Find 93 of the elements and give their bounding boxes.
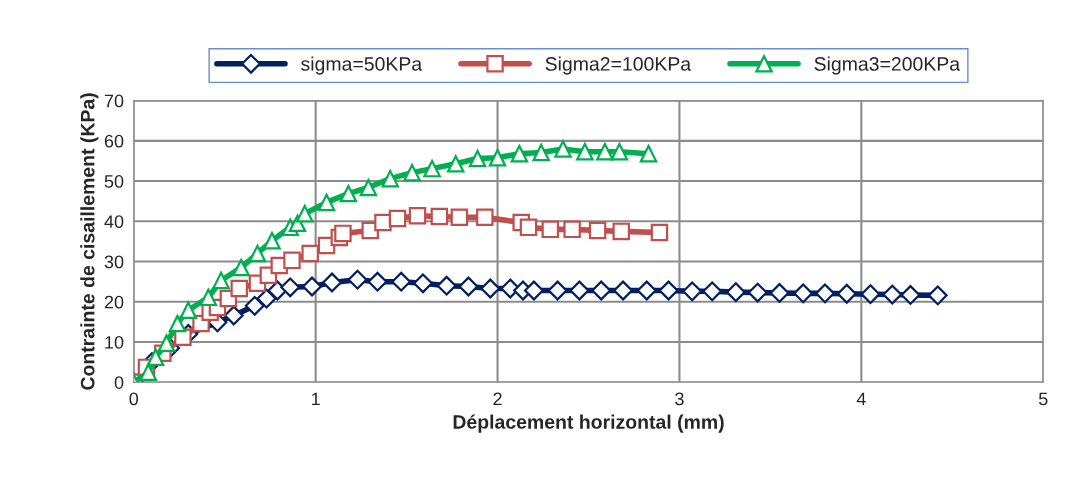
point: [576, 142, 594, 161]
point: [488, 148, 507, 167]
x-tick-label: 0: [129, 392, 139, 406]
point: [430, 207, 449, 226]
point: [301, 244, 319, 263]
point: [769, 283, 790, 303]
point: [682, 281, 703, 302]
y-tick-label: 40: [104, 215, 124, 229]
point: [256, 288, 277, 309]
y-tick-label: 20: [104, 295, 124, 309]
point: [359, 178, 378, 197]
point: [302, 276, 322, 297]
point: [569, 280, 590, 301]
point: [510, 144, 529, 163]
point: [636, 280, 657, 301]
point: [468, 149, 487, 168]
point: [230, 279, 248, 298]
point: [436, 275, 457, 296]
point: [596, 142, 614, 161]
point: [212, 271, 230, 290]
y-axis-title: Contrainte de cisaillement (KPa): [80, 93, 99, 390]
point: [146, 348, 165, 367]
y-tick-label: 0: [114, 376, 124, 389]
point: [347, 269, 368, 290]
point: [554, 140, 572, 158]
y-tick-label: 70: [104, 94, 124, 108]
point: [541, 220, 560, 239]
point: [747, 282, 768, 303]
point: [339, 184, 358, 203]
x-tick-label: 2: [493, 392, 502, 406]
point: [547, 280, 568, 301]
point: [702, 281, 723, 302]
point: [650, 223, 669, 242]
point: [476, 208, 494, 227]
point: [413, 273, 433, 294]
point: [423, 159, 441, 178]
point: [157, 334, 176, 352]
point: [500, 278, 521, 299]
y-tick-label: 30: [104, 255, 124, 269]
point: [168, 314, 187, 333]
point: [793, 283, 814, 304]
legend-label: Sigma3=200KPa: [814, 56, 961, 75]
point: [563, 220, 581, 239]
legend-label: sigma=50KPa: [301, 56, 423, 75]
x-tick-label: 3: [675, 392, 684, 406]
x-tick-label: 5: [1038, 392, 1048, 406]
point: [927, 285, 948, 306]
point: [458, 276, 479, 297]
point: [403, 163, 421, 182]
point: [532, 143, 550, 162]
y-tick-label: 10: [105, 335, 124, 349]
point: [610, 142, 629, 161]
y-tick-label: 50: [104, 175, 124, 188]
point: [725, 282, 746, 303]
y-tick-label: 60: [104, 134, 124, 148]
point: [232, 258, 250, 277]
point: [519, 218, 538, 237]
point: [860, 284, 881, 305]
point: [900, 285, 921, 305]
point: [280, 277, 301, 298]
point: [199, 288, 218, 307]
point: [588, 221, 607, 240]
point: [391, 271, 412, 292]
point: [658, 280, 679, 301]
point: [612, 222, 630, 241]
point: [139, 363, 158, 381]
point: [295, 204, 314, 223]
point: [882, 284, 903, 305]
point: [639, 144, 658, 163]
x-axis-title: Déplacement horizontal (mm): [453, 414, 724, 433]
point: [388, 209, 407, 228]
x-tick-label: 4: [856, 392, 866, 406]
point: [446, 155, 465, 173]
point: [334, 224, 352, 243]
point: [381, 169, 399, 188]
point: [322, 272, 342, 293]
point: [317, 193, 336, 212]
point: [244, 295, 265, 316]
point: [283, 251, 301, 270]
point: [367, 271, 388, 292]
point: [179, 301, 198, 319]
point: [836, 283, 857, 304]
point: [450, 208, 469, 227]
point: [223, 305, 244, 326]
point: [815, 283, 835, 304]
legend-label: Sigma2=100KPa: [545, 56, 692, 75]
point: [263, 231, 281, 250]
point: [591, 280, 612, 301]
point: [408, 206, 427, 225]
point: [523, 280, 544, 301]
point: [480, 278, 501, 299]
x-tick-label: 1: [312, 392, 320, 406]
point: [613, 280, 634, 301]
